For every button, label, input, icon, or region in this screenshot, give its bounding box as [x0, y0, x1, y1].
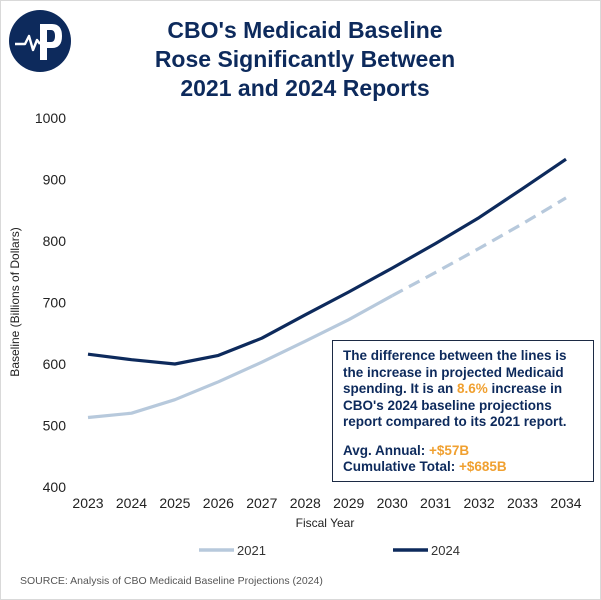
- percent-increase: 8.6%: [457, 381, 488, 396]
- title-line: Rose Significantly Between: [154, 46, 456, 72]
- x-tick-label: 2032: [464, 495, 495, 511]
- series-line-2024: [87, 157, 567, 366]
- x-tick-label: 2027: [246, 495, 277, 511]
- y-tick-label: 600: [43, 356, 67, 372]
- y-tick-label: 1000: [35, 110, 66, 126]
- x-axis: 2023 2024 2025 2026 2027 2028 2029 2030 2031 2032…: [72, 495, 581, 511]
- series-line-projected-2021: [391, 196, 567, 298]
- y-axis: 400 500 600 700 800 900 1000: [35, 110, 66, 495]
- legend-label-2024: 2024: [431, 543, 460, 558]
- x-tick-label: 2025: [159, 495, 190, 511]
- y-tick-label: 900: [43, 172, 67, 188]
- x-tick-label: 2023: [72, 495, 103, 511]
- title-line: CBO's Medicaid Baseline: [167, 17, 443, 43]
- callout-text: spending. It is an: [343, 381, 458, 396]
- title-line: 2021 and 2024 Reports: [180, 75, 430, 101]
- y-tick-label: 400: [43, 479, 67, 495]
- x-tick-label: 2024: [116, 495, 147, 511]
- callout-line: spending. It is an 8.6% increase in: [343, 381, 585, 398]
- series-layer: [87, 157, 567, 420]
- callout-line: CBO's 2024 baseline projections: [343, 397, 552, 413]
- callout-line: The difference between the lines is: [343, 348, 567, 363]
- x-tick-label: 2033: [507, 495, 538, 511]
- callout-line: the increase in projected Medicaid: [343, 364, 564, 380]
- avg-annual-label: Avg. Annual:: [343, 442, 429, 458]
- source-note: SOURCE: Analysis of CBO Medicaid Baselin…: [20, 575, 323, 587]
- y-tick-label: 700: [43, 295, 67, 311]
- y-axis-label: Baseline (Billions of Dollars): [8, 227, 22, 376]
- series-2021: [87, 196, 567, 420]
- avg-annual-line: Avg. Annual: +$57B: [343, 443, 585, 460]
- cumulative-line: Cumulative Total: +$685B: [343, 459, 585, 476]
- x-tick-label: 2034: [550, 495, 581, 511]
- avg-annual-value: +$57B: [429, 442, 470, 458]
- x-tick-label: 2031: [420, 495, 451, 511]
- series-2024: [87, 157, 567, 366]
- x-tick-label: 2026: [203, 495, 234, 511]
- y-tick-label: 500: [43, 418, 67, 434]
- callout-box: The difference between the lines is the …: [332, 340, 594, 482]
- series-line-2021: [87, 294, 393, 420]
- cumulative-value: +$685B: [459, 459, 507, 474]
- cumulative-label: Cumulative Total:: [343, 459, 460, 474]
- callout-text: increase in: [487, 381, 563, 396]
- x-axis-label: Fiscal Year: [296, 516, 355, 530]
- chart-title: CBO's Medicaid Baseline Rose Significant…: [100, 16, 510, 103]
- y-tick-label: 800: [43, 233, 67, 249]
- x-tick-label: 2028: [290, 495, 321, 511]
- x-tick-label: 2030: [377, 495, 408, 511]
- logo-icon: [9, 10, 71, 72]
- x-tick-label: 2029: [333, 495, 364, 511]
- legend-label-2021: 2021: [237, 543, 266, 558]
- legend: 2021 2024: [199, 543, 460, 558]
- callout-line: report compared to its 2021 report.: [343, 414, 567, 429]
